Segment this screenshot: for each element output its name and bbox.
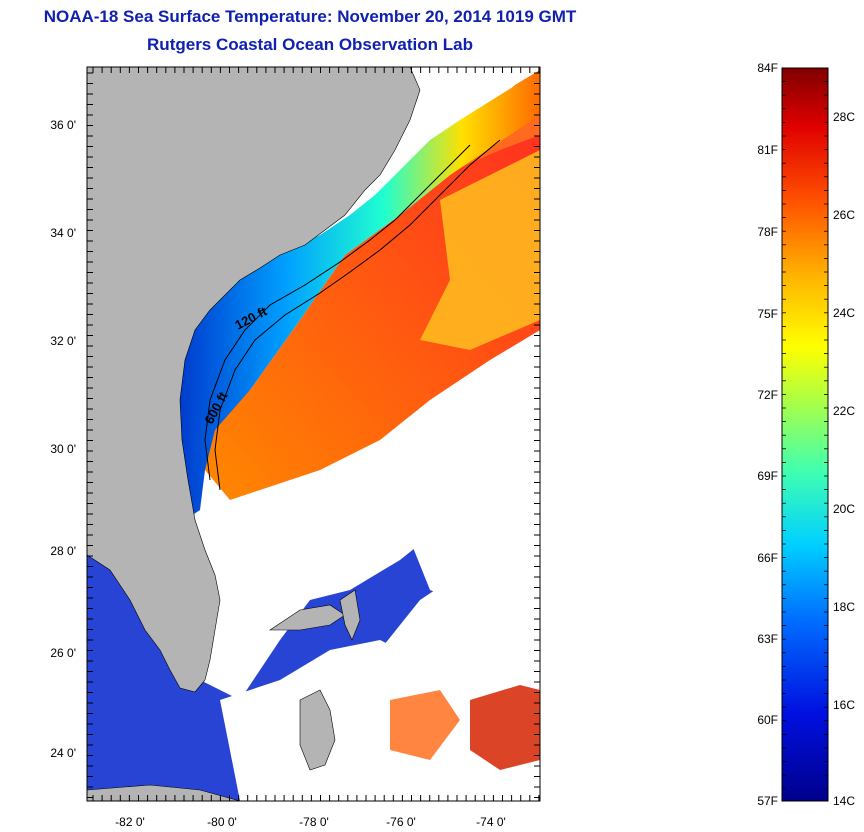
colorbar-celsius-label: 16C (833, 698, 855, 712)
cloud-patch-east (410, 470, 540, 610)
map-title: NOAA-18 Sea Surface Temperature: Novembe… (43, 7, 577, 26)
latitude-label: 32 0' (50, 334, 76, 348)
longitude-labels: -82 0' -80 0' -78 0' -76 0' -74 0' (115, 815, 506, 829)
colorbar-celsius-label: 20C (833, 502, 855, 516)
abaco-island (339, 589, 361, 641)
colorbar-fahrenheit-label: 84F (757, 61, 778, 75)
map-subtitle: Rutgers Coastal Ocean Observation Lab (147, 35, 473, 54)
longitude-label: -74 0' (476, 815, 506, 829)
contour-120ft (204, 144, 471, 481)
colorbar-celsius-label: 26C (833, 208, 855, 222)
colorbar-celsius-labels: 28C 26C 24C 22C 20C 18C 16C 14C (833, 110, 855, 808)
latitude-label: 36 0' (50, 118, 76, 132)
map-panel (87, 67, 540, 801)
longitude-label: -78 0' (299, 815, 329, 829)
warm-patch-bahamas (390, 690, 460, 760)
colorbar-fahrenheit-label: 57F (757, 794, 778, 808)
colorbar-celsius-label: 22C (833, 404, 855, 418)
colorbar-fahrenheit-labels: 84F 81F 78F 75F 72F 69F 66F 63F 60F 57F (757, 61, 778, 808)
colorbar-fahrenheit-label: 72F (757, 388, 778, 402)
latitude-label: 30 0' (50, 442, 76, 456)
latitude-label: 34 0' (50, 226, 76, 240)
map-frame (86, 66, 541, 802)
us-east-coast-land (87, 67, 421, 693)
latitude-label: 28 0' (50, 544, 76, 558)
longitude-label: -80 0' (207, 815, 237, 829)
colorbar-fahrenheit-label: 69F (757, 469, 778, 483)
colorbar-fahrenheit-label: 78F (757, 225, 778, 239)
latitude-label: 24 0' (50, 746, 76, 760)
colorbar-ticks (782, 67, 828, 790)
andros-island (299, 689, 336, 771)
colorbar-celsius-label: 24C (833, 306, 855, 320)
longitude-label: -82 0' (115, 815, 145, 829)
temperature-colorbar (781, 67, 829, 802)
colorbar-fahrenheit-label: 60F (757, 713, 778, 727)
latitude-labels: 36 0' 34 0' 32 0' 30 0' 28 0' 26 0' 24 0' (50, 118, 76, 760)
cloud-patch-south (220, 600, 540, 801)
colorbar-celsius-label: 14C (833, 794, 855, 808)
colorbar-fahrenheit-label: 66F (757, 551, 778, 565)
longitude-label: -76 0' (386, 815, 416, 829)
colorbar-celsius-label: 18C (833, 600, 855, 614)
offshore-yellow-water (420, 150, 540, 350)
colorbar-fahrenheit-label: 75F (757, 307, 778, 321)
colorbar-fahrenheit-label: 63F (757, 632, 778, 646)
coastal-shelf-water (150, 70, 540, 520)
contour-600ft (214, 139, 501, 491)
latitude-label: 26 0' (50, 646, 76, 660)
colorbar-fahrenheit-label: 81F (757, 143, 778, 157)
colorbar-celsius-label: 28C (833, 110, 855, 124)
warm-patch-southeast (470, 685, 540, 770)
map-ticks (87, 67, 540, 801)
